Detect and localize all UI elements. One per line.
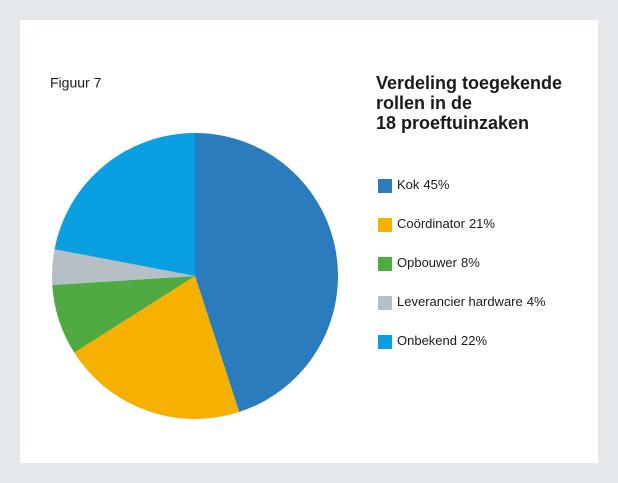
legend-swatch bbox=[378, 257, 392, 271]
legend-swatch bbox=[378, 218, 392, 232]
legend-label: Opbouwer 8% bbox=[397, 255, 480, 270]
legend-value: 22% bbox=[461, 333, 487, 348]
chart-title: rollen in de bbox=[376, 93, 472, 113]
legend-swatch bbox=[378, 179, 392, 193]
legend-value: 8% bbox=[461, 255, 480, 270]
legend-value: 21% bbox=[469, 216, 495, 231]
legend-value: 4% bbox=[527, 294, 546, 309]
legend-name: Opbouwer bbox=[397, 255, 458, 270]
chart-title: 18 proeftuinzaken bbox=[376, 113, 529, 133]
legend-label: Kok 45% bbox=[397, 177, 450, 192]
pie-slice bbox=[74, 276, 240, 419]
legend-label: Onbekend 22% bbox=[397, 333, 487, 348]
legend-name: Coördinator bbox=[397, 216, 466, 231]
legend-label: Leverancier hardware 4% bbox=[397, 294, 546, 309]
pie-slice bbox=[52, 276, 195, 353]
legend-swatch bbox=[378, 296, 392, 310]
pie-slice bbox=[52, 249, 196, 285]
figure-label: Figuur 7 bbox=[50, 75, 102, 91]
legend-name: Kok bbox=[397, 177, 420, 192]
legend-label: Coördinator 21% bbox=[397, 216, 495, 231]
legend-swatch bbox=[378, 335, 392, 349]
chart-title: Verdeling toegekende bbox=[376, 73, 562, 93]
pie-slice bbox=[195, 133, 338, 413]
legend-name: Onbekend bbox=[397, 333, 457, 348]
legend-value: 45% bbox=[423, 177, 449, 192]
legend-name: Leverancier hardware bbox=[397, 294, 523, 309]
pie-slice bbox=[54, 133, 195, 276]
